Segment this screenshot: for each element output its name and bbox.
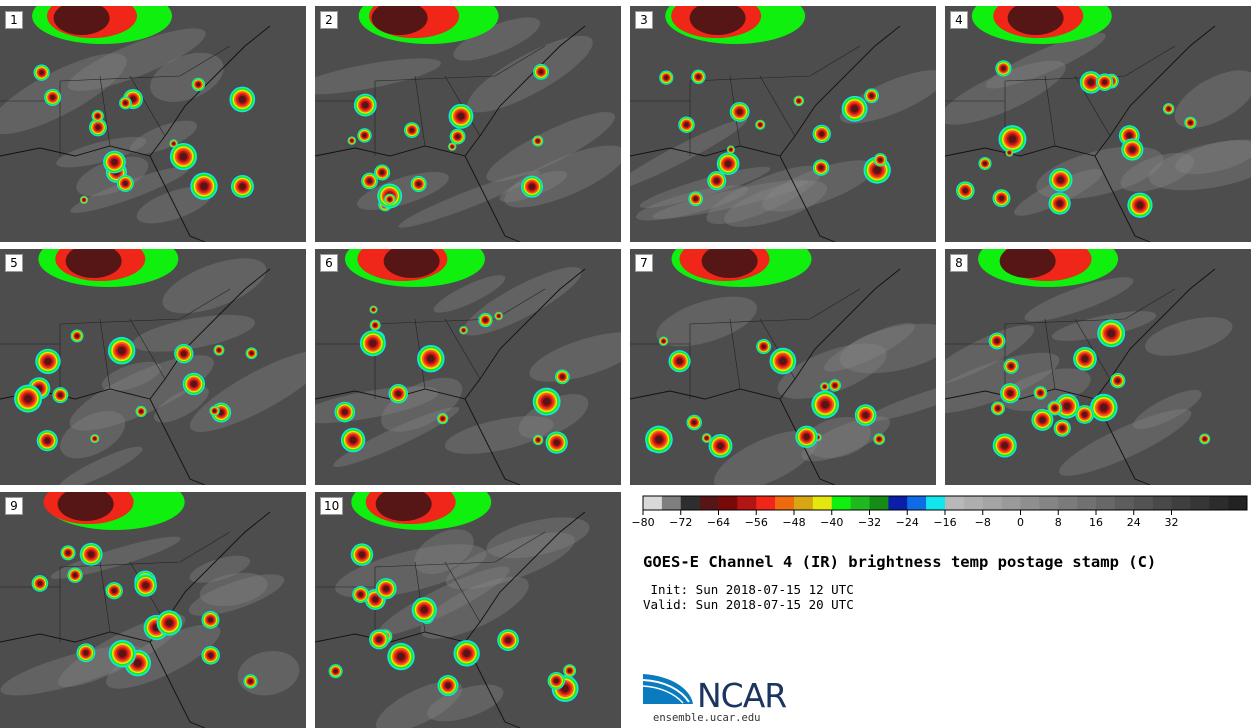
colorbar-swatch xyxy=(1228,496,1248,510)
ir-satellite-map xyxy=(315,492,590,728)
forecast-panel: 4 xyxy=(945,6,1251,242)
forecast-panel: 10 xyxy=(315,492,621,728)
colorbar-swatch xyxy=(963,496,984,510)
panel-number-label: 6 xyxy=(320,254,338,272)
panel-number-label: 7 xyxy=(635,254,653,272)
colorbar-tick-label: 0 xyxy=(1017,516,1024,529)
forecast-panel: 5 xyxy=(0,249,306,485)
colorbar-tick-label: 32 xyxy=(1164,516,1179,529)
colorbar-swatch xyxy=(1209,496,1229,510)
ir-satellite-map xyxy=(630,6,936,242)
panel-number-label: 2 xyxy=(320,11,338,29)
panel-number-label: 3 xyxy=(635,11,653,29)
colorbar-tick-label: −32 xyxy=(857,516,882,529)
colorbar-swatch xyxy=(661,496,682,510)
panel-number-label: 1 xyxy=(5,11,23,29)
colorbar-swatch xyxy=(1039,496,1059,510)
colorbar-swatch xyxy=(775,496,795,510)
panel-number-label: 9 xyxy=(5,497,23,515)
forecast-panel: 2 xyxy=(315,6,621,242)
ir-satellite-map xyxy=(315,249,621,485)
colorbar-swatch xyxy=(1114,496,1135,510)
ir-satellite-map xyxy=(0,6,271,242)
forecast-panel: 8 xyxy=(945,249,1251,485)
logo-url: ensemble.ucar.edu xyxy=(653,712,761,724)
colorbar-swatch xyxy=(756,496,776,510)
colorbar-swatch xyxy=(850,496,870,510)
forecast-panel: 6 xyxy=(315,249,621,485)
colorbar-swatch xyxy=(869,496,889,510)
colorbar-swatch xyxy=(1133,496,1153,510)
forecast-panel: 7 xyxy=(630,249,936,485)
ir-satellite-map xyxy=(630,249,936,485)
forecast-panel: 3 xyxy=(630,6,936,242)
colorbar-swatch xyxy=(907,496,927,510)
ncar-logo-icon xyxy=(643,674,693,704)
colorbar-swatch xyxy=(1096,496,1116,510)
panel-number-label: 5 xyxy=(5,254,23,272)
colorbar-swatch xyxy=(1190,496,1210,510)
colorbar-swatch xyxy=(718,496,738,510)
colorbar-tick-label: −72 xyxy=(669,516,693,529)
colorbar-swatch xyxy=(643,496,663,510)
colorbar-tick-label: −24 xyxy=(895,516,919,529)
colorbar-tick-label: −80 xyxy=(631,516,655,529)
forecast-panel: 1 xyxy=(0,6,306,242)
colorbar-tick-label: 24 xyxy=(1126,516,1141,529)
colorbar-swatch xyxy=(699,496,719,510)
colorbar-swatch xyxy=(982,496,1002,510)
colorbar-swatch xyxy=(1171,496,1191,510)
colorbar-swatch xyxy=(812,496,833,510)
panel-number-label: 4 xyxy=(950,11,968,29)
forecast-panel: 9 xyxy=(0,492,306,728)
colorbar-swatch xyxy=(680,496,700,510)
colorbar-tick-label: −8 xyxy=(974,516,991,529)
colorbar-tick-label: 8 xyxy=(1054,516,1062,529)
figure-title: GOES-E Channel 4 (IR) brightness temp po… xyxy=(643,553,1157,571)
colorbar-swatch xyxy=(1058,496,1078,510)
colorbar-tick-label: −64 xyxy=(706,516,731,529)
temperature-colorbar xyxy=(642,495,1248,515)
ir-satellite-map xyxy=(0,249,306,485)
colorbar-tick-label: 16 xyxy=(1089,516,1103,529)
ir-satellite-map xyxy=(945,249,1233,485)
colorbar-swatch xyxy=(1020,496,1040,510)
panel-number-label: 10 xyxy=(320,497,344,515)
panel-number-label: 8 xyxy=(950,254,968,272)
logo-wordmark: NCAR xyxy=(697,676,787,715)
colorbar-swatch xyxy=(1001,496,1021,510)
colorbar-tick-label: −40 xyxy=(820,516,844,529)
colorbar-swatch xyxy=(737,496,757,510)
ir-satellite-map xyxy=(0,492,300,728)
colorbar-swatch xyxy=(888,496,908,510)
init-time: Init: Sun 2018-07-15 12 UTC xyxy=(643,582,854,597)
colorbar-swatch xyxy=(794,496,814,510)
valid-time: Valid: Sun 2018-07-15 20 UTC xyxy=(643,597,854,612)
ir-satellite-map xyxy=(945,6,1251,242)
colorbar-swatch xyxy=(945,496,965,510)
colorbar-tick-label: −16 xyxy=(933,516,957,529)
colorbar-swatch xyxy=(1152,496,1172,510)
colorbar-tick-label: −48 xyxy=(782,516,806,529)
colorbar-swatch xyxy=(926,496,946,510)
colorbar-tick-label: −56 xyxy=(744,516,768,529)
ir-satellite-map xyxy=(315,6,621,242)
colorbar-swatch xyxy=(831,496,851,510)
colorbar-swatch xyxy=(1077,496,1097,510)
